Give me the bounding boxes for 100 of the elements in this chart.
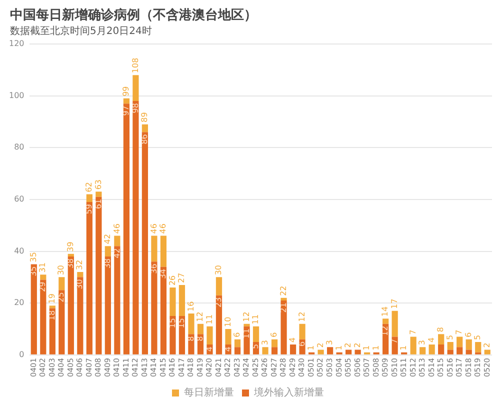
total-label: 3: [418, 340, 427, 346]
bar: [438, 334, 444, 345]
bar: [86, 202, 92, 354]
chart-title: 中国每日新增确诊病例（不含港澳台地区）: [10, 6, 257, 24]
y-tick-label: 20: [14, 298, 24, 308]
bar: [447, 350, 454, 354]
data-label: 7: [390, 338, 399, 344]
total-label: 2: [482, 342, 492, 348]
bar: [475, 342, 482, 352]
total-label: 6: [464, 332, 473, 338]
bar: [114, 236, 120, 246]
total-label: 1: [334, 345, 344, 350]
y-tick-label: 100: [8, 90, 24, 100]
total-label: 1: [371, 345, 380, 350]
data-label: 18: [47, 310, 56, 320]
bar: [160, 236, 167, 267]
total-label: 46: [112, 224, 122, 234]
total-label: 5: [445, 334, 454, 340]
total-label: 1: [306, 345, 316, 350]
bar: [123, 98, 130, 104]
data-label: 8: [196, 336, 205, 342]
data-label: 35: [28, 266, 38, 276]
data-label: 29: [38, 282, 48, 292]
total-label: 39: [66, 242, 75, 252]
total-label: 2: [344, 342, 353, 348]
total-label: 11: [204, 314, 214, 324]
total-label: 8: [436, 327, 446, 332]
bar: [86, 194, 92, 202]
bar: [280, 300, 287, 354]
bar: [96, 192, 102, 197]
bar: [456, 336, 463, 348]
bar: [188, 334, 194, 354]
bar: [151, 236, 158, 262]
data-label: 86: [140, 134, 150, 144]
bar: [392, 310, 398, 337]
legend-label: 每日新增量: [184, 386, 234, 399]
total-label: 6: [270, 332, 279, 338]
data-label: 23: [214, 297, 224, 308]
total-label: 31: [38, 262, 48, 273]
total-label: 3: [260, 340, 270, 346]
bar: [142, 132, 148, 354]
bar: [234, 339, 241, 348]
total-label: 3: [325, 340, 334, 346]
total-label: 1: [399, 345, 408, 350]
bar: [104, 256, 111, 354]
bar: [244, 324, 250, 326]
total-label: 99: [122, 86, 131, 96]
bar: [354, 350, 361, 354]
chart-subtitle: 数据截至北京时间5月20日24时: [10, 24, 152, 38]
bar: [206, 326, 213, 345]
bar: [346, 350, 352, 354]
data-label: 34: [158, 268, 168, 280]
total-label: 12: [297, 312, 306, 322]
total-label: 46: [158, 224, 168, 234]
data-label: 11: [242, 328, 251, 339]
bar: [225, 329, 232, 345]
data-label: 12: [380, 326, 390, 336]
bar: [280, 298, 287, 301]
bar: [40, 274, 46, 280]
y-tick-label: 80: [14, 142, 24, 152]
bar: [58, 277, 65, 290]
y-tick-label: 60: [14, 194, 24, 204]
bar: [170, 316, 176, 354]
bar: [40, 280, 46, 354]
total-label: 12: [196, 312, 205, 322]
y-tick-label: 40: [14, 246, 24, 256]
total-label: 30: [214, 264, 224, 276]
bar: [132, 75, 139, 101]
total-label: 32: [75, 260, 84, 270]
data-label: 21: [278, 302, 288, 313]
total-label: 4: [426, 337, 436, 343]
bar: [410, 336, 416, 354]
total-label: 17: [390, 298, 399, 309]
total-label: 22: [278, 286, 288, 296]
bar: [326, 347, 334, 354]
total-label: 62: [84, 182, 94, 192]
bar: [68, 254, 74, 256]
bar: [428, 344, 435, 354]
total-label: 30: [56, 264, 66, 276]
total-label: 16: [186, 301, 196, 312]
total-label: 7: [408, 330, 418, 335]
total-label: 2: [316, 342, 325, 348]
total-label: 2: [352, 342, 362, 348]
total-label: 46: [149, 224, 158, 234]
total-label: 27: [177, 272, 186, 283]
total-label: 14: [380, 306, 390, 317]
bar: [188, 313, 194, 334]
bar: [420, 347, 426, 354]
legend-label: 境外输入新增量: [253, 386, 324, 399]
data-label: 5: [251, 344, 260, 350]
bar: [466, 339, 472, 350]
bar: [114, 246, 120, 354]
bar: [271, 339, 278, 348]
data-label: 25: [56, 292, 66, 302]
bar: [271, 347, 278, 354]
bar: [197, 324, 204, 334]
bar: [252, 326, 260, 342]
total-label: 108: [130, 58, 140, 74]
bar: [96, 196, 102, 354]
bar: [132, 101, 139, 354]
